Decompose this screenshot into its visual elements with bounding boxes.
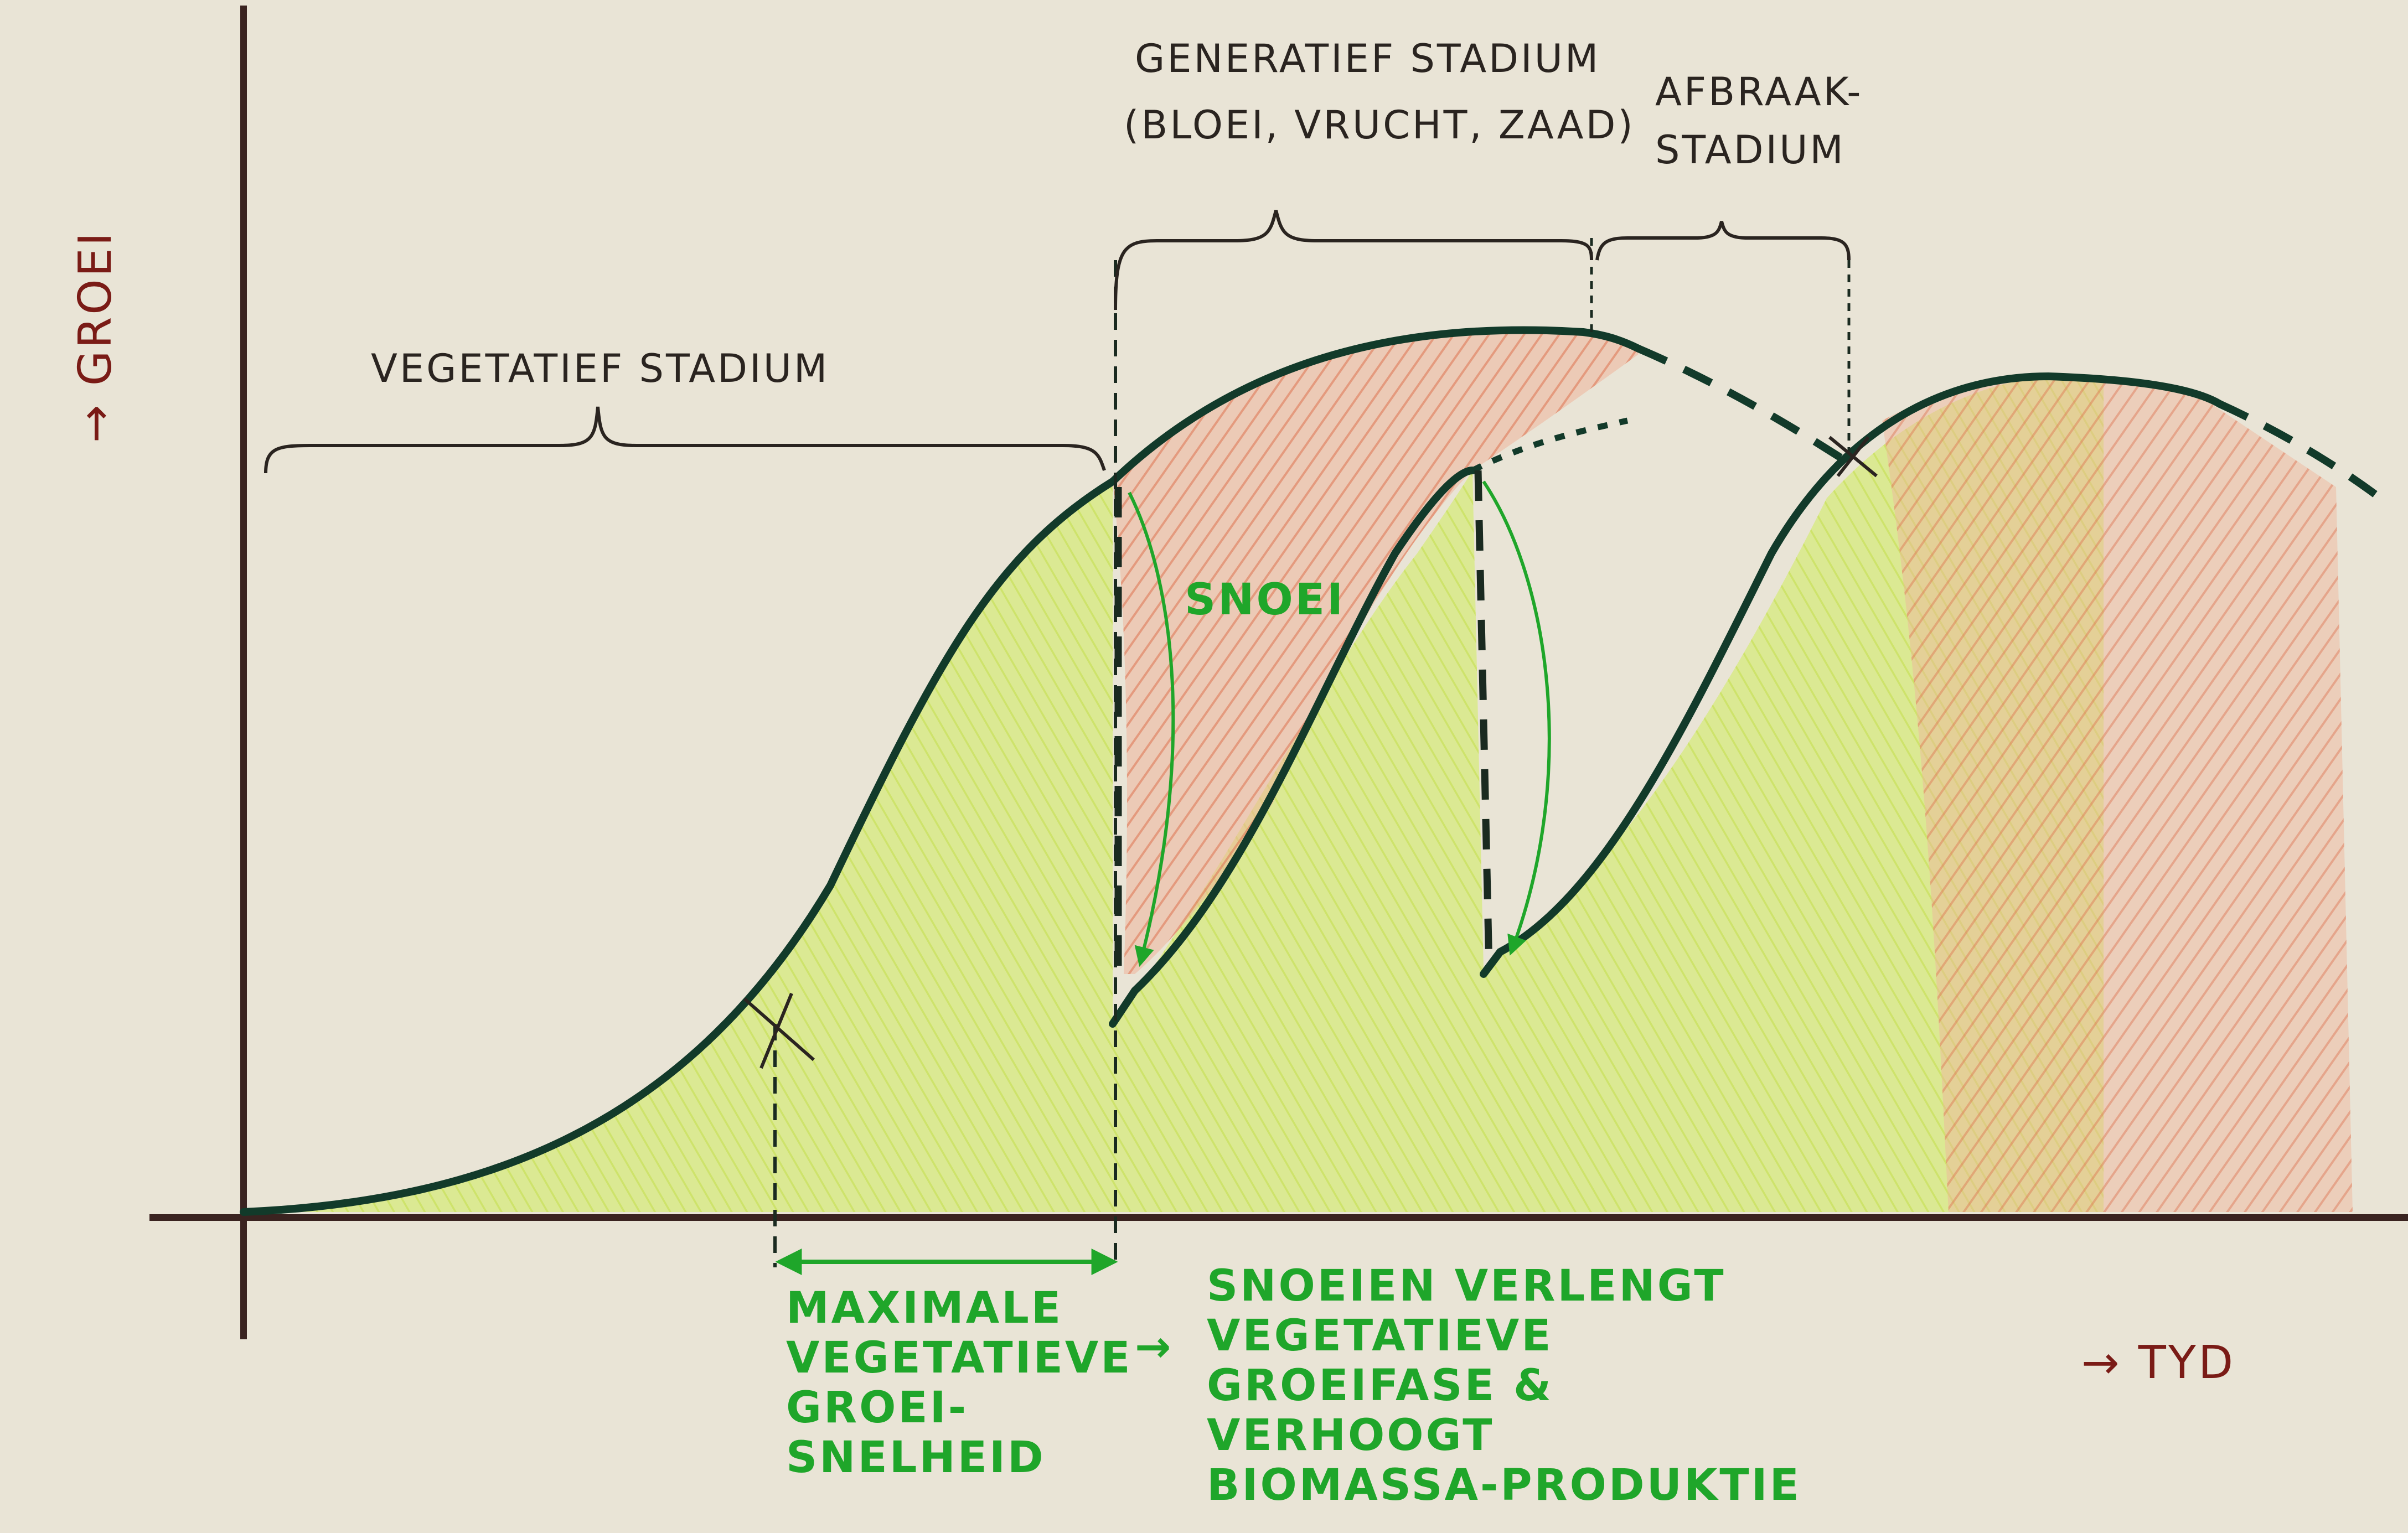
decay-area [1882,374,2353,1212]
growth-curve-after-first-pruning [1109,467,1476,1028]
generative-stage-sublabel: (BLOEI, VRUCHT, ZAAD) [1124,102,1635,148]
pruning-arrow-2 [1482,480,1551,956]
vegetative-stage-label: VEGETATIEF STADIUM [371,346,829,391]
decay-stage-label: AFBRAAK- [1655,69,1863,115]
conclusion-arrow: → [1135,1322,1173,1372]
pruning-arrow-1 [1128,491,1175,967]
max-growth-line-2: VEGETATIEVE [786,1333,1133,1383]
growth-curve-after-second-pruning-dashed [2218,400,2383,501]
growth-curve-main-dashed [1637,345,1846,463]
inflection-marker [743,992,815,1069]
y-axis-label: → GROEI [69,230,122,443]
growth-curve-main [240,326,1642,1216]
growth-curve-after-second-pruning [1480,372,2224,978]
conclusion-line-5: BIOMASSA-PRODUKTIE [1207,1461,1801,1510]
conclusion-line-2: VEGETATIEVE [1207,1311,1553,1361]
generative-stage-label: GENERATIEF STADIUM [1135,36,1600,81]
conclusion-line-4: VERHOOGT [1207,1411,1494,1461]
x-axis-label: → TYD [2081,1337,2235,1389]
generative-brace [1114,210,1593,310]
decay-start-marker [1828,436,1878,478]
max-growth-line-1: MAXIMALE [786,1283,1063,1333]
max-growth-line-4: SNELHEID [786,1433,1046,1483]
vegetative-area [244,375,2104,1213]
growth-curve-after-first-pruning-dotted [1471,417,1629,473]
vegetative-brace [264,406,1106,474]
max-growth-line-3: GROEI- [786,1383,968,1433]
conclusion-line-3: GROEIFASE & [1207,1361,1553,1411]
pruning-label: SNOEI [1185,575,1345,625]
conclusion-line-1: SNOEIEN VERLENGT [1207,1261,1726,1311]
decay-brace [1595,221,1851,261]
decay-stage-sublabel: STADIUM [1655,127,1846,173]
generative-area [1113,331,1639,974]
guide-second-pruning [1474,470,1493,969]
